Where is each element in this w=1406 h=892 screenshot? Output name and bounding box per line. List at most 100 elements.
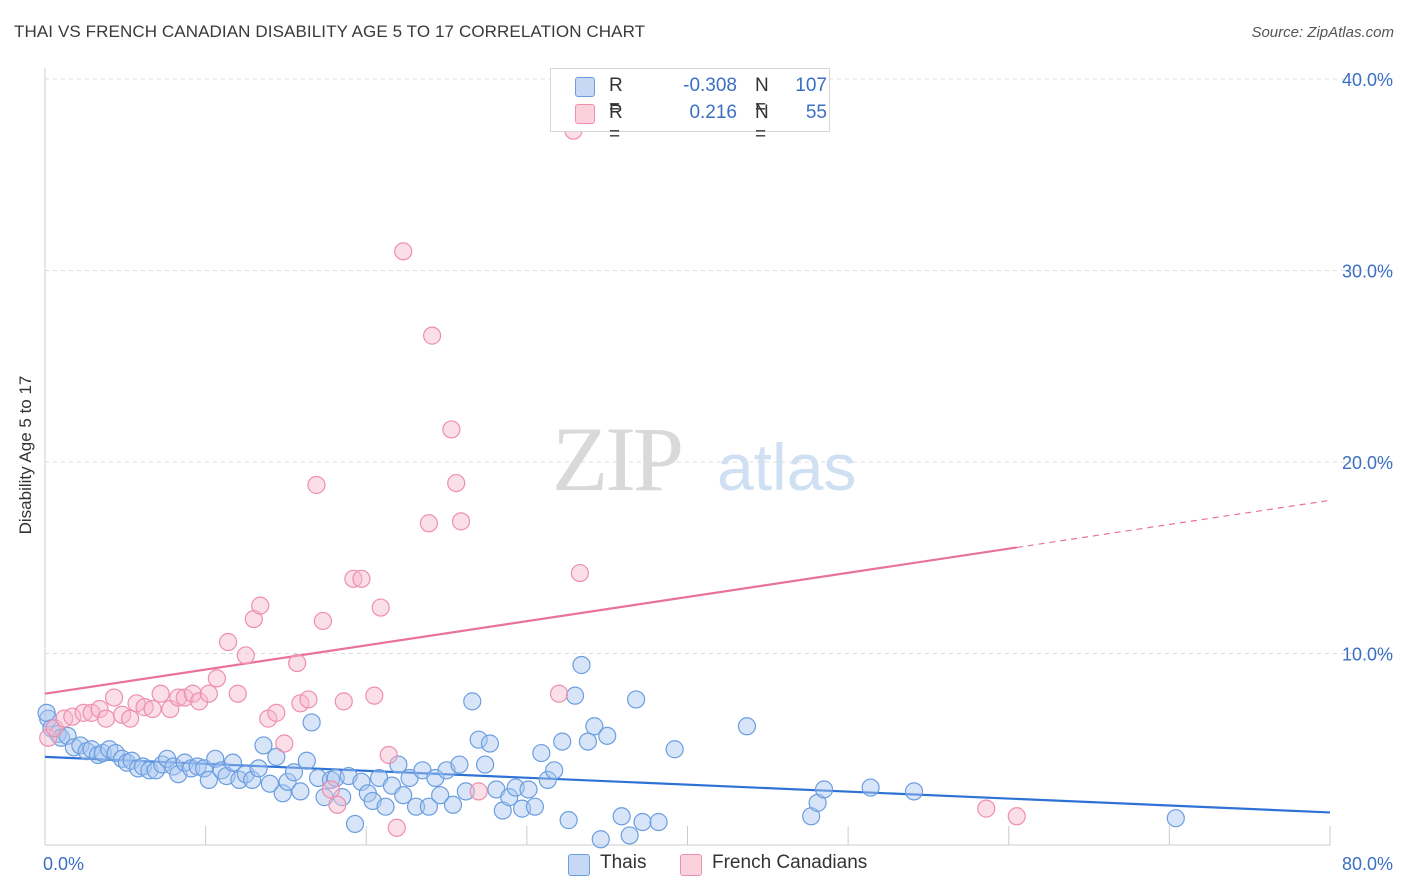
data-point-thais [519,780,538,799]
legend-n-label: N = [755,75,769,118]
data-point-french-canadians [251,596,270,615]
data-point-french-canadians [1007,807,1026,826]
data-point-thais [243,770,262,789]
data-point-thais [532,743,551,763]
chart-source: Source: ZipAtlas.com [1251,24,1394,41]
data-point-french-canadians [977,799,996,818]
data-point-thais [260,774,279,793]
data-point-thais [649,812,668,832]
data-point-french-canadians [63,707,82,726]
bottom-legend-label: French Canadians [712,852,868,873]
data-point-french-canadians [469,782,488,801]
data-point-french-canadians [267,703,286,722]
data-point-thais [153,755,172,774]
data-point-french-canadians [313,611,332,631]
data-point-thais [278,772,297,791]
data-point-thais [469,730,488,749]
data-point-thais [182,759,201,778]
trend-lines [44,499,1331,814]
x-tick-label: 0.0% [43,854,84,874]
data-point-thais [572,655,591,675]
legend-n-value: 55 [805,102,827,123]
data-point-french-canadians [371,598,390,617]
trend-line [44,755,1331,814]
data-point-thais [565,686,585,705]
data-point-thais [352,772,371,791]
data-point-thais [37,703,56,722]
data-point-thais [626,690,646,709]
data-point-thais [431,786,450,805]
data-point-thais [553,732,572,751]
data-point-french-canadians [169,688,188,707]
data-point-french-canadians [45,719,64,738]
data-point-french-canadians [275,734,294,753]
data-point-thais [538,770,557,789]
data-point-thais [525,797,545,816]
data-point-french-canadians [549,684,569,703]
data-point-thais [904,782,924,801]
data-point-thais [273,784,292,803]
data-point-thais [394,786,413,805]
data-point-thais [591,830,610,849]
data-point-thais [665,740,684,759]
data-point-thais [51,728,71,747]
data-point-french-canadians [190,692,209,711]
data-point-thais [814,780,834,799]
data-point-french-canadians [39,728,58,747]
bottom-legend-label: Thais [600,852,647,873]
data-point-french-canadians [307,475,326,495]
tick-labels: 10.0% 20.0% 30.0% 40.0% 0.0% 80.0% [43,70,1393,874]
data-point-french-canadians [379,745,398,765]
watermark-atlas: atlas [717,430,856,504]
data-point-french-canadians [365,686,384,705]
data-point-thais [620,826,639,845]
data-point-thais [297,751,316,770]
trend-line-extension [1016,499,1331,549]
legend-r-value: 0.216 [689,102,737,123]
data-point-thais [861,778,880,797]
data-point-thais [254,736,273,755]
data-point-french-canadians [447,473,466,493]
data-point-thais [612,807,631,826]
data-point-thais [376,797,395,816]
y-tick-label: 10.0% [1342,645,1393,665]
data-point-french-canadians [228,684,247,703]
data-point-thais [291,782,310,801]
data-point-thais [188,757,207,776]
legend-r-label: R = [609,102,623,145]
data-point-french-canadians [207,669,226,688]
data-point-french-canadians [236,646,255,665]
data-point-french-canadians [334,692,353,711]
data-point-thais [223,753,243,772]
data-point-french-canadians [570,563,589,583]
y-tick-label: 20.0% [1342,453,1393,473]
data-point-thais [463,692,482,711]
legend-swatch-thais [575,77,595,97]
data-point-thais [419,797,438,816]
data-point-thais [249,759,268,778]
bottom-legend-swatch-thais [568,854,590,876]
data-point-french-canadians [104,688,124,707]
y-tick-label: 30.0% [1342,262,1393,282]
legend-box: R = -0.308 N = 107 R = 0.216 N = 55 [550,68,830,145]
data-point-thais [345,814,365,834]
data-point-french-canadians [96,709,116,728]
data-point-thais [302,713,321,732]
data-point-thais [633,812,652,832]
scatter-points [37,121,1185,849]
data-point-french-canadians [321,780,341,799]
data-point-french-canadians [143,699,162,719]
data-point-french-canadians [442,420,461,439]
data-point-thais [480,734,500,753]
data-point-thais [443,795,463,814]
y-axis-label: Disability Age 5 to 17 [16,375,35,535]
legend-n-label: N = [755,102,769,145]
chart-title: THAI VS FRENCH CANADIAN DISABILITY AGE 5… [14,22,646,41]
data-point-french-canadians [451,512,471,531]
data-point-thais [559,811,578,830]
bottom-legend-swatch-french-canadians [680,854,702,876]
data-point-thais [737,717,757,736]
data-point-thais [476,755,495,774]
data-point-french-canadians [199,684,218,703]
